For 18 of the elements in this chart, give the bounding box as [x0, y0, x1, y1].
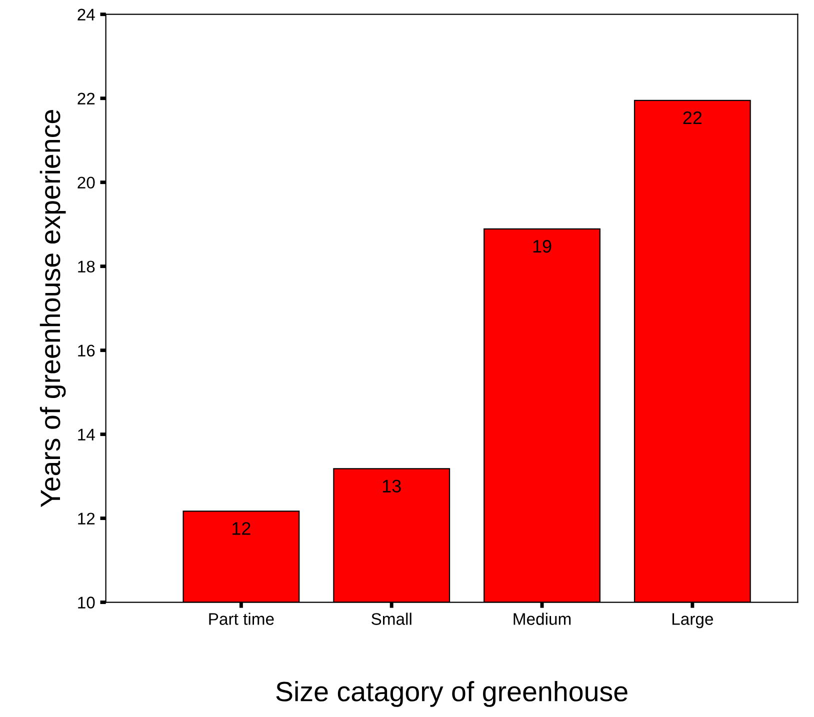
- y-tick-label: 18: [78, 260, 95, 273]
- y-tick-label: 12: [78, 512, 95, 524]
- x-axis-title: Size catagory of greenhouse: [276, 681, 628, 707]
- x-tick-label: Large: [672, 613, 714, 628]
- x-tick-label: Part time: [209, 612, 274, 625]
- x-tick-label: Medium: [514, 612, 571, 625]
- x-tick-label: Small: [372, 612, 412, 625]
- y-tick-label: 16: [78, 344, 95, 357]
- data-label: 13: [382, 480, 401, 492]
- y-tick-label: 22: [78, 92, 95, 104]
- y-tick-label: 20: [78, 176, 95, 189]
- y-tick-label: 24: [78, 8, 95, 20]
- y-axis-title: Years of greenhouse experience: [40, 110, 66, 508]
- data-label: 12: [232, 522, 250, 535]
- y-tick-label: 14: [78, 428, 95, 440]
- y-tick-label: 10: [78, 596, 95, 608]
- data-label: 22: [683, 111, 702, 124]
- data-label: 19: [533, 240, 552, 253]
